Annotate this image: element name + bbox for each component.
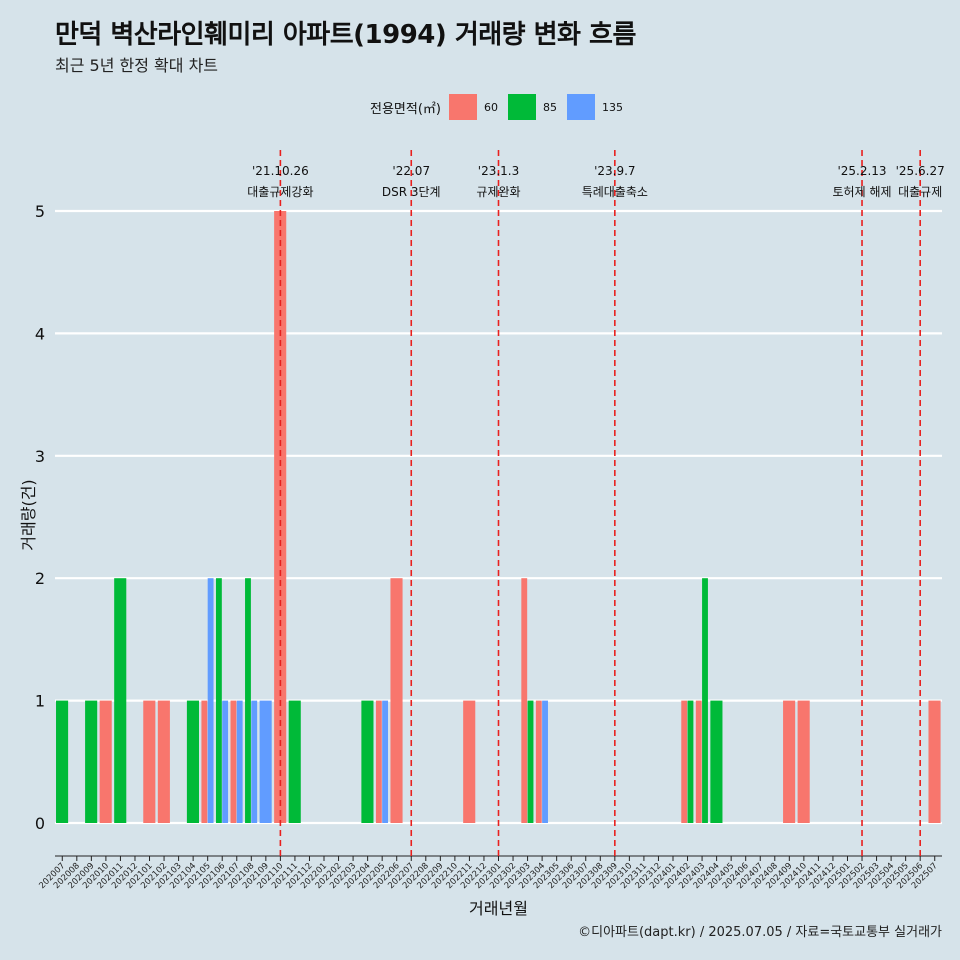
bar-202105-60	[201, 700, 208, 823]
bar-202409-60	[783, 700, 796, 823]
bar-202205-60	[375, 700, 382, 823]
legend-label-85: 85	[542, 100, 557, 114]
bar-202101-60	[143, 700, 156, 823]
legend-swatch-85	[507, 94, 536, 120]
y-tick-label: 4	[35, 324, 45, 343]
y-tick-label: 1	[35, 692, 45, 711]
bar-202303-60	[521, 578, 528, 823]
bar-202108-85	[245, 578, 251, 823]
legend-swatch-135	[566, 94, 595, 120]
bar-202410-60	[797, 700, 810, 823]
bar-202007-85	[56, 700, 69, 823]
event-label-2: 규제완화	[476, 185, 520, 199]
bar-202108-135	[251, 700, 258, 823]
y-tick-label: 5	[35, 202, 45, 221]
event-date-1: '22.07	[392, 164, 430, 178]
bar-202106-135	[222, 700, 229, 823]
y-tick-label: 0	[35, 814, 45, 833]
y-tick-label: 3	[35, 447, 45, 466]
bar-202211-60	[463, 700, 476, 823]
bar-202104-85	[186, 700, 199, 823]
bar-202304-60	[535, 700, 542, 823]
bar-202402-60	[681, 700, 688, 823]
bar-202111-85	[288, 700, 301, 823]
legend-label-60: 60	[483, 100, 498, 114]
bar-202206-60	[390, 578, 403, 823]
bar-202110-60	[274, 211, 287, 823]
legend-item-60: 60	[448, 94, 502, 120]
event-date-3: '23.9.7	[594, 164, 635, 178]
event-date-4: '25.2.13	[837, 164, 886, 178]
legend: 전용면적(㎡) 60 85 135	[370, 93, 633, 121]
bar-202109-135	[259, 700, 272, 823]
event-label-5: 대출규제	[898, 185, 942, 199]
bar-202303-85	[527, 700, 534, 823]
chart-title: 만덕 벽산라인훼미리 아파트(1994) 거래량 변화 흐름	[55, 20, 636, 50]
x-axis-title: 거래년월	[469, 899, 528, 918]
bar-202304-135	[542, 700, 548, 823]
chart-subtitle: 최근 5년 한정 확대 차트	[55, 56, 219, 75]
bar-202105-135	[207, 578, 214, 823]
event-label-1: DSR 3단계	[382, 185, 441, 199]
bar-202010-60	[99, 700, 112, 823]
event-date-2: '23.1.3	[478, 164, 519, 178]
bar-202507-60	[928, 700, 941, 823]
bar-202102-60	[157, 700, 170, 823]
bar-202009-85	[85, 700, 98, 823]
legend-title: 전용면적(㎡)	[370, 101, 441, 117]
bar-202204-85	[361, 700, 374, 823]
event-date-5: '25.6.27	[896, 164, 945, 178]
bar-202404-85	[710, 700, 723, 823]
event-date-0: '21.10.26	[252, 164, 309, 178]
event-label-0: 대출규제강화	[247, 185, 313, 199]
bar-202107-135	[236, 700, 243, 823]
bar-202402-85	[687, 700, 694, 823]
legend-item-85: 85	[507, 94, 561, 120]
event-label-3: 특례대출축소	[582, 185, 648, 199]
bar-202403-85	[702, 578, 708, 823]
bar-202403-60	[695, 700, 702, 823]
legend-label-135: 135	[601, 100, 623, 114]
bar-202011-85	[114, 578, 127, 823]
caption: ©디아파트(dapt.kr) / 2025.07.05 / 자료=국토교통부 실…	[578, 925, 942, 940]
event-label-4: 토허제 해제	[833, 185, 892, 199]
bar-202107-60	[230, 700, 237, 823]
legend-item-135: 135	[566, 94, 627, 120]
bar-202106-85	[215, 578, 222, 823]
legend-swatch-60	[448, 94, 477, 120]
bar-202205-135	[382, 700, 389, 823]
y-tick-label: 2	[35, 569, 45, 588]
y-axis-title: 거래량(건)	[19, 479, 38, 550]
